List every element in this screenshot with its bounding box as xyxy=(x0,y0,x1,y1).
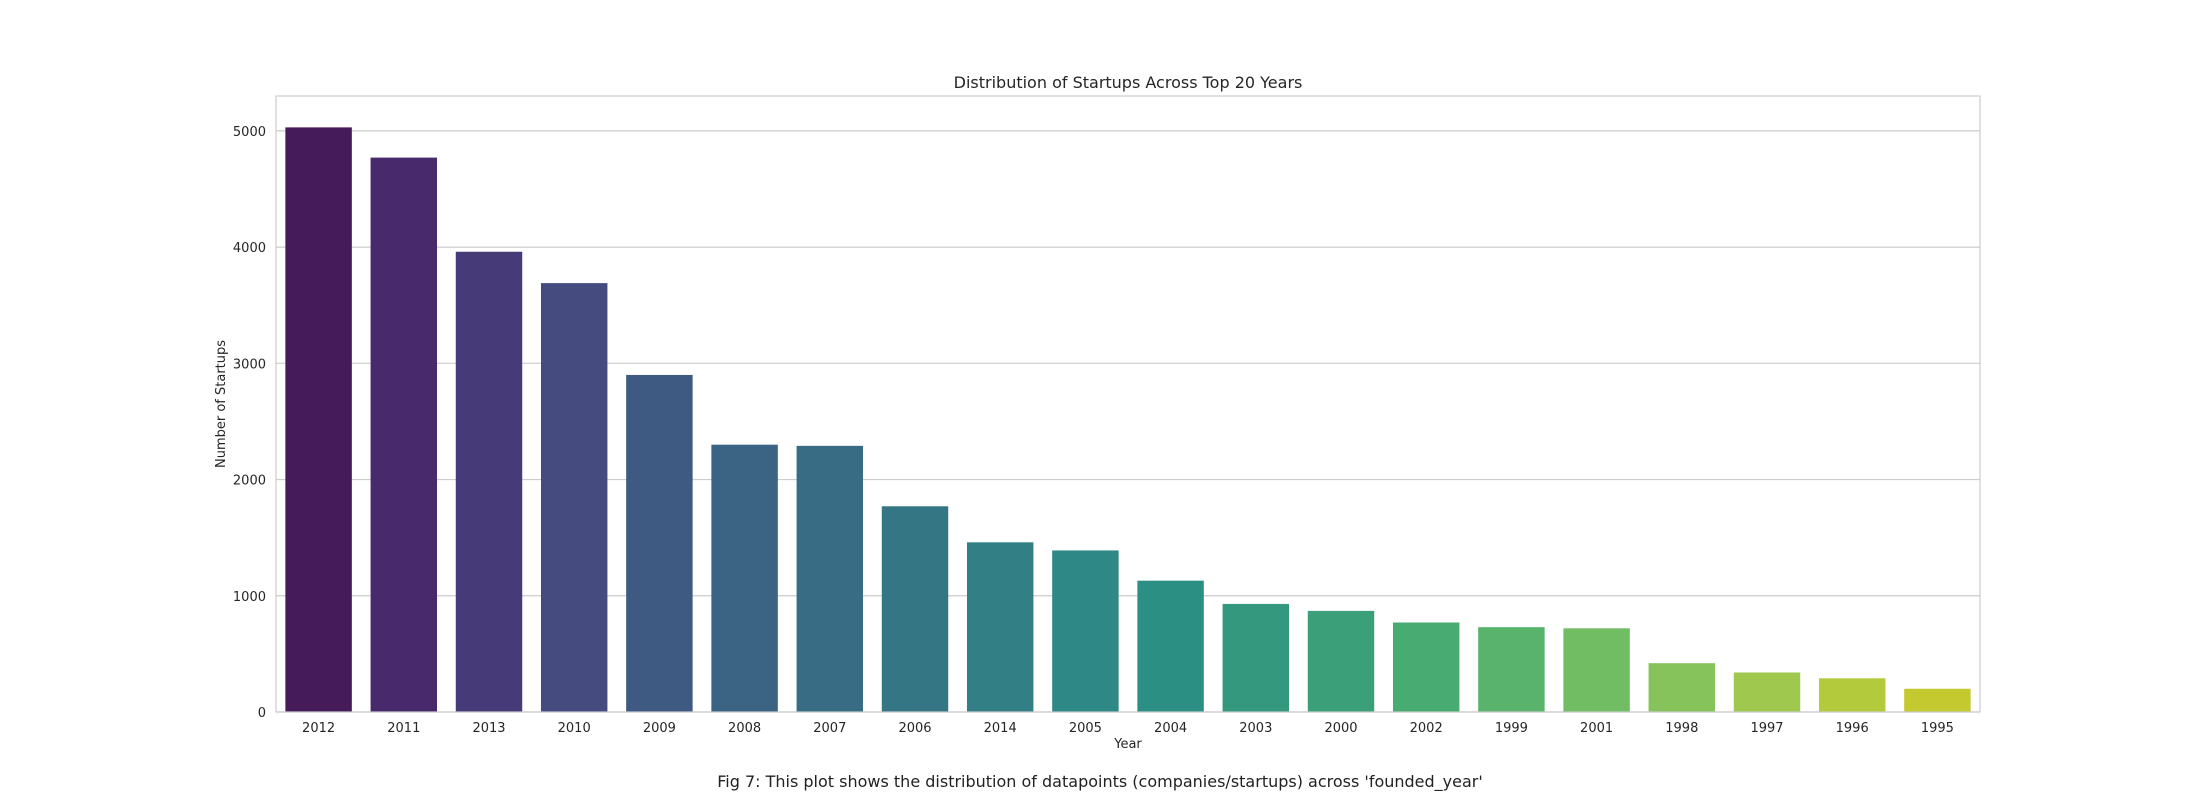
x-tick-label: 2001 xyxy=(1580,721,1613,736)
plot-frame xyxy=(275,95,1981,713)
x-tick-label: 1996 xyxy=(1836,721,1869,736)
bar-2010 xyxy=(540,283,608,712)
y-tick-labels: 0 1000 2000 3000 4000 5000 xyxy=(233,125,266,721)
bar-2005 xyxy=(1052,550,1119,712)
bar-2004 xyxy=(1137,580,1204,712)
x-tick-labels: 2012 2011 2013 2010 2009 2008 2007 2006 2014 2005… xyxy=(302,721,1954,736)
x-tick-label: 2004 xyxy=(1154,721,1187,736)
bar-1995 xyxy=(1904,688,1971,712)
bar-2012 xyxy=(285,127,352,713)
bar-2009 xyxy=(626,374,693,712)
x-tick-label: 2008 xyxy=(728,721,761,736)
bars xyxy=(285,127,1971,713)
x-tick-label: 1997 xyxy=(1750,721,1783,736)
x-tick-label: 2000 xyxy=(1324,721,1357,736)
bar-2011 xyxy=(370,157,438,713)
x-tick-label: 2007 xyxy=(813,721,846,736)
bar-1998 xyxy=(1648,663,1716,712)
y-tick-label: 0 xyxy=(258,706,266,721)
y-tick-label: 2000 xyxy=(233,474,266,489)
bar-2002 xyxy=(1392,622,1460,712)
figure-caption: Fig 7: This plot shows the distribution … xyxy=(717,772,1483,791)
chart-title: Distribution of Startups Across Top 20 Y… xyxy=(954,73,1303,92)
y-axis-label: Number of Startups xyxy=(214,340,229,468)
y-tick-label: 3000 xyxy=(233,357,266,372)
x-tick-label: 2009 xyxy=(643,721,676,736)
bar-2006 xyxy=(881,506,949,712)
x-axis-label: Year xyxy=(1113,737,1142,752)
gridlines xyxy=(276,130,1980,713)
bar-1996 xyxy=(1818,678,1886,712)
x-tick-label: 2012 xyxy=(302,721,335,736)
x-tick-label: 2002 xyxy=(1410,721,1443,736)
bar-2014 xyxy=(966,542,1034,712)
x-tick-label: 2003 xyxy=(1239,721,1272,736)
y-tick-label: 4000 xyxy=(233,241,266,256)
bar-2001 xyxy=(1563,628,1630,712)
x-tick-label: 2005 xyxy=(1069,721,1102,736)
bar-2000 xyxy=(1307,610,1375,712)
x-tick-label: 1995 xyxy=(1921,721,1954,736)
x-tick-label: 2006 xyxy=(898,721,931,736)
bar-2008 xyxy=(711,444,778,712)
x-tick-label: 2011 xyxy=(387,721,420,736)
y-tick-label: 5000 xyxy=(233,125,266,140)
x-tick-label: 1999 xyxy=(1495,721,1528,736)
bar-2007 xyxy=(796,445,864,712)
bar-1999 xyxy=(1478,627,1545,712)
x-tick-label: 2013 xyxy=(472,721,505,736)
bar-2013 xyxy=(455,251,523,712)
x-tick-label: 1998 xyxy=(1665,721,1698,736)
bar-1997 xyxy=(1733,672,1801,712)
x-tick-label: 2014 xyxy=(984,721,1017,736)
y-tick-label: 1000 xyxy=(233,590,266,605)
bar-2003 xyxy=(1222,603,1290,712)
x-tick-label: 2010 xyxy=(558,721,591,736)
